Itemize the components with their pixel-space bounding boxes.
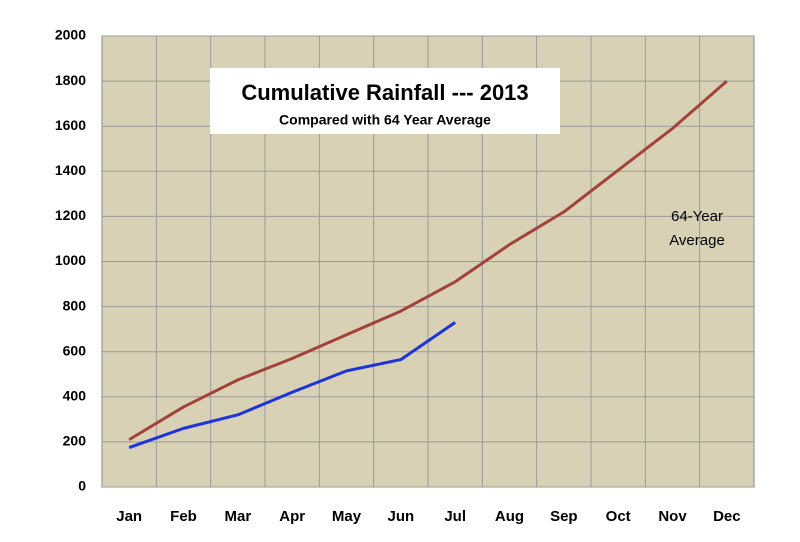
- x-tick-label: Nov: [658, 508, 687, 525]
- y-tick-label: 600: [63, 342, 87, 358]
- y-tick-label: 1400: [55, 162, 86, 178]
- y-tick-label: 1000: [55, 252, 86, 268]
- chart-subtitle: Compared with 64 Year Average: [279, 112, 491, 128]
- chart-title: Cumulative Rainfall --- 2013: [241, 80, 528, 105]
- y-tick-label: 0: [78, 478, 86, 494]
- y-tick-label: 200: [63, 433, 87, 449]
- x-tick-label: Dec: [713, 508, 741, 525]
- x-tick-label: Mar: [224, 508, 251, 525]
- x-tick-label: Aug: [495, 508, 524, 525]
- series-line: [128, 79, 728, 441]
- series-line: [128, 321, 457, 449]
- y-tick-label: 2000: [55, 27, 86, 43]
- x-tick-label: May: [332, 508, 362, 525]
- title-box: [210, 68, 560, 134]
- y-tick-label: 1800: [55, 72, 86, 88]
- x-tick-label: Feb: [170, 508, 197, 525]
- y-tick-label: 400: [63, 388, 87, 404]
- annotation: Average: [669, 232, 725, 249]
- x-tick-label: Sep: [550, 508, 578, 525]
- y-tick-label: 1200: [55, 207, 86, 223]
- x-tick-label: Jan: [116, 508, 142, 525]
- x-tick-label: Oct: [606, 508, 631, 525]
- y-tick-label: 800: [63, 297, 87, 313]
- y-tick-label: 1600: [55, 117, 86, 133]
- x-tick-label: Apr: [279, 508, 305, 525]
- annotation: 64-Year: [671, 208, 723, 225]
- x-tick-label: Jul: [444, 508, 466, 525]
- x-tick-label: Jun: [387, 508, 414, 525]
